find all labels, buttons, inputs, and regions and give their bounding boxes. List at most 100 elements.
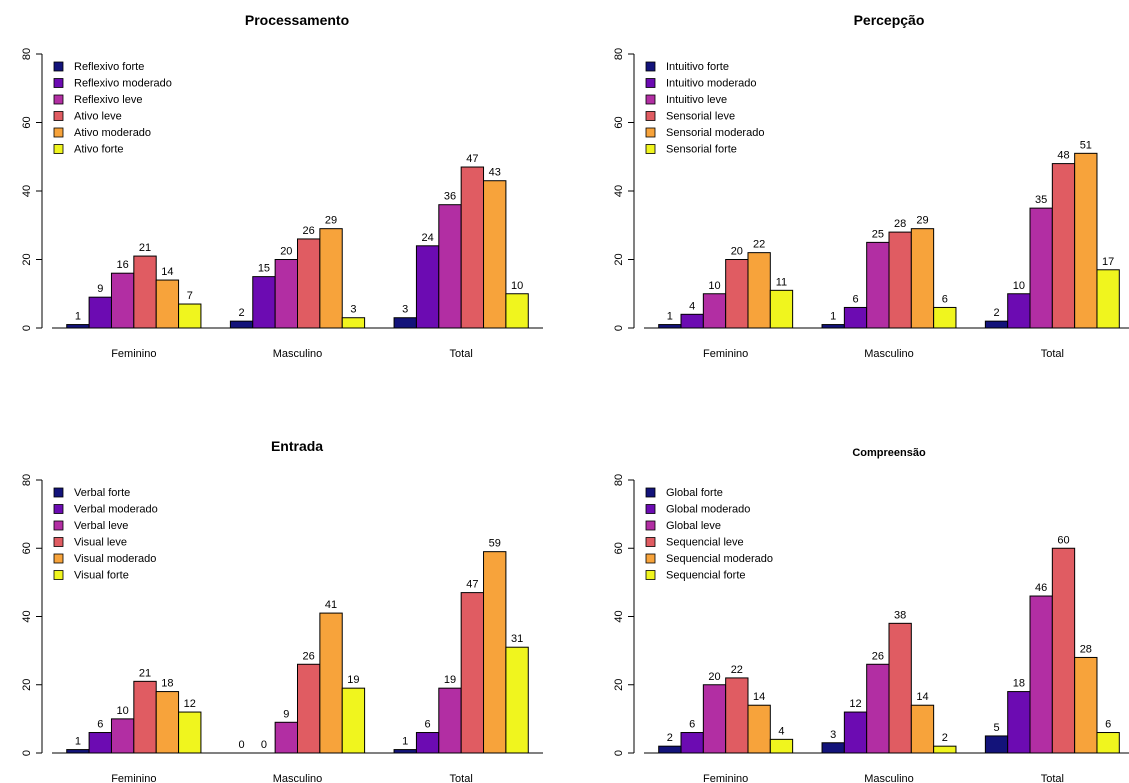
data-label: 10 <box>708 280 720 292</box>
data-label: 41 <box>325 599 337 611</box>
data-label: 14 <box>753 691 765 703</box>
data-label: 3 <box>830 729 836 741</box>
data-label: 47 <box>466 153 478 165</box>
bar <box>1029 207 1053 329</box>
legend-label: Reflexivo moderado <box>74 78 172 90</box>
bar <box>483 180 507 329</box>
bar <box>821 742 845 754</box>
legend-swatch <box>53 537 64 547</box>
data-label: 10 <box>1013 280 1025 292</box>
data-label: 2 <box>667 732 673 744</box>
data-label: 46 <box>1035 582 1047 594</box>
data-label: 26 <box>303 650 315 662</box>
bar <box>110 718 135 754</box>
data-label: 18 <box>1013 678 1025 690</box>
legend-swatch <box>53 61 64 72</box>
bar <box>933 745 957 754</box>
bar <box>747 252 771 329</box>
legend-label: Visual moderado <box>74 553 156 565</box>
chart-panel-0: Processamento 0 20 40 60 80 1 9 16 21 14 7 Feminino 2… <box>21 12 543 360</box>
data-label: 19 <box>444 674 456 686</box>
y-tick-label: 40 <box>21 185 33 197</box>
data-label: 6 <box>425 719 431 731</box>
data-label: 6 <box>852 293 858 305</box>
data-label: 14 <box>161 266 173 278</box>
legend-label: Ativo leve <box>74 111 122 123</box>
data-label: 4 <box>778 725 784 737</box>
legend-swatch <box>645 487 656 498</box>
bar <box>866 663 890 754</box>
y-tick-label: 80 <box>21 48 33 60</box>
legend-label: Reflexivo forte <box>74 61 144 73</box>
bar <box>155 279 180 329</box>
data-label: 20 <box>280 246 292 258</box>
data-label: 43 <box>489 167 501 179</box>
bar <box>341 687 366 754</box>
data-label: 1 <box>402 736 408 748</box>
legend-label: Global moderado <box>666 504 750 516</box>
data-label: 6 <box>689 719 695 731</box>
legend-label: Intuitivo leve <box>666 94 727 106</box>
bar <box>415 245 440 329</box>
legend-label: Verbal forte <box>74 487 130 499</box>
data-label: 51 <box>1080 139 1092 151</box>
bar <box>680 732 704 754</box>
legend-swatch <box>53 94 64 105</box>
legend-label: Reflexivo leve <box>74 94 142 106</box>
bar <box>229 320 254 329</box>
data-label: 3 <box>350 304 356 316</box>
x-category-label: Total <box>450 348 473 360</box>
data-label: 0 <box>239 739 245 751</box>
data-label: 20 <box>708 671 720 683</box>
data-label: 4 <box>689 300 695 312</box>
bar <box>1051 547 1076 754</box>
data-label: 29 <box>916 215 928 227</box>
legend-swatch <box>53 487 64 498</box>
bar <box>252 276 276 329</box>
chart-title: Compreensão <box>852 447 926 459</box>
data-label: 12 <box>849 698 861 710</box>
bar <box>274 721 299 754</box>
bar <box>393 317 417 329</box>
bar <box>910 228 935 329</box>
data-label: 10 <box>117 705 129 717</box>
legend-swatch <box>645 520 656 531</box>
bar <box>274 259 299 329</box>
x-category-label: Feminino <box>703 773 748 783</box>
data-label: 20 <box>731 246 743 258</box>
data-label: 29 <box>325 215 337 227</box>
legend-label: Intuitivo moderado <box>666 78 757 90</box>
legend-swatch <box>645 61 656 72</box>
y-tick-label: 0 <box>613 325 625 331</box>
data-label: 25 <box>872 228 884 240</box>
legend-label: Visual leve <box>74 537 127 549</box>
x-category-label: Feminino <box>111 348 156 360</box>
data-label: 26 <box>303 225 315 237</box>
data-label: 11 <box>776 276 787 288</box>
data-label: 2 <box>239 307 245 319</box>
data-label: 22 <box>753 239 765 251</box>
data-label: 6 <box>1105 719 1111 731</box>
y-tick-label: 80 <box>21 474 33 486</box>
legend: Verbal forte Verbal moderado Verbal leve Vi… <box>53 487 158 582</box>
x-category-label: Total <box>1041 348 1064 360</box>
data-label: 6 <box>942 293 948 305</box>
bar <box>843 306 868 329</box>
data-label: 2 <box>942 732 948 744</box>
chart-title: Percepção <box>854 12 925 28</box>
y-tick-label: 80 <box>613 48 625 60</box>
bar <box>888 622 912 754</box>
bar <box>1051 163 1076 329</box>
bar <box>319 612 343 754</box>
bar <box>66 749 90 754</box>
bar <box>438 204 462 329</box>
y-tick-label: 60 <box>613 116 625 128</box>
legend-swatch <box>645 144 656 154</box>
legend-swatch <box>645 504 656 514</box>
data-label: 19 <box>347 674 359 686</box>
chart-panel-3: Compreensão020406080262022144Feminino312… <box>613 447 1129 783</box>
bar <box>133 680 157 754</box>
x-category-label: Masculino <box>864 348 914 360</box>
bar <box>505 646 529 754</box>
